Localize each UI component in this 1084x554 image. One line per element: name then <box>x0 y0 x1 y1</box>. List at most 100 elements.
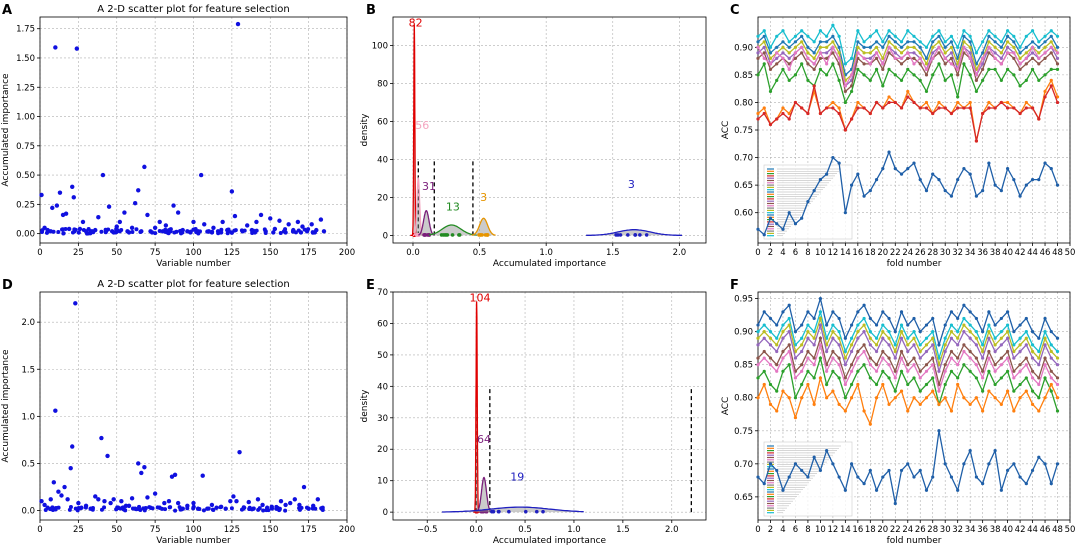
series-marker <box>981 67 985 71</box>
series-marker <box>906 56 910 60</box>
series-marker <box>924 106 929 110</box>
series-marker <box>1037 376 1041 380</box>
series-marker <box>999 45 1003 49</box>
data-point <box>62 484 67 490</box>
data-point <box>72 227 77 232</box>
series-marker <box>812 330 816 334</box>
series-marker <box>874 343 879 347</box>
series-marker <box>993 336 997 340</box>
data-point <box>105 453 110 459</box>
series-marker <box>1037 409 1041 413</box>
series-marker <box>1018 56 1022 60</box>
data-point <box>157 229 162 234</box>
series-marker <box>1043 336 1047 340</box>
x-tick-label: 36 <box>977 248 988 258</box>
cluster-point <box>478 233 483 237</box>
series-marker <box>868 316 872 321</box>
series-marker <box>781 227 785 231</box>
series-marker <box>893 100 897 105</box>
series-marker <box>825 34 829 38</box>
series-marker <box>793 415 798 420</box>
data-point <box>50 505 55 510</box>
series-marker <box>899 389 904 393</box>
series-marker <box>899 40 904 44</box>
series-marker <box>981 409 985 413</box>
data-point <box>83 229 89 234</box>
series-marker <box>968 100 972 105</box>
series-marker <box>956 356 960 360</box>
series-marker <box>981 376 985 380</box>
data-point <box>71 195 76 200</box>
data-point <box>209 502 215 508</box>
data-point <box>202 222 207 227</box>
series-marker <box>993 56 997 60</box>
series-marker <box>1018 323 1022 327</box>
data-point <box>229 189 235 194</box>
series-marker <box>962 396 966 400</box>
series-marker <box>906 51 910 55</box>
series-marker <box>856 356 860 360</box>
series-marker <box>1030 468 1035 473</box>
series-marker <box>906 336 910 340</box>
y-tick-label: 20 <box>377 445 388 455</box>
x-tick-label: 0 <box>37 525 42 535</box>
series-marker <box>856 45 860 49</box>
data-point <box>180 506 185 511</box>
series-marker <box>918 330 922 334</box>
series-marker <box>987 462 991 466</box>
series-marker <box>806 323 810 327</box>
y-tick-label: 100 <box>372 41 388 51</box>
series-marker <box>931 336 935 340</box>
x-tick-label: 1.0 <box>567 525 581 535</box>
x-tick-label: 2.0 <box>665 525 679 535</box>
series-marker <box>1037 455 1041 459</box>
x-axis-label: Variable number <box>156 259 231 269</box>
series-marker <box>1043 462 1047 466</box>
series-marker <box>931 172 935 176</box>
data-point <box>312 230 317 235</box>
series-marker <box>862 51 866 55</box>
density-curve <box>412 176 424 237</box>
series-marker <box>924 56 929 60</box>
series-marker <box>818 376 823 380</box>
cluster-point <box>491 509 496 514</box>
series-marker <box>787 117 791 121</box>
x-tick-label: 100 <box>185 248 201 258</box>
data-point <box>89 229 95 234</box>
data-point <box>142 164 147 170</box>
series-marker <box>837 56 841 60</box>
series-marker <box>1037 40 1041 44</box>
series-marker <box>881 349 885 354</box>
series-marker <box>812 56 816 60</box>
data-point <box>103 229 109 234</box>
series-marker <box>856 382 860 387</box>
series-marker <box>868 62 872 66</box>
series-marker <box>931 389 935 393</box>
data-point <box>119 498 124 504</box>
series-marker <box>881 336 885 340</box>
series-marker <box>831 62 835 66</box>
series-marker <box>874 369 879 373</box>
series-marker <box>987 356 991 360</box>
data-point <box>198 172 204 178</box>
y-axis-label: ACC <box>721 121 731 140</box>
series-marker <box>862 45 866 49</box>
series-marker <box>943 40 947 44</box>
series-marker <box>818 468 823 473</box>
data-point <box>174 229 179 234</box>
series-marker <box>856 349 860 354</box>
data-point <box>66 226 72 232</box>
data-point <box>142 508 147 513</box>
data-point <box>152 491 158 496</box>
series-marker <box>949 51 954 55</box>
data-point <box>300 224 305 229</box>
series-marker <box>887 34 891 38</box>
series-marker <box>800 62 804 66</box>
series-marker <box>918 349 922 354</box>
series-marker <box>818 310 823 314</box>
x-tick-label: 12 <box>827 525 838 535</box>
series-marker <box>962 29 966 33</box>
data-point <box>76 230 81 235</box>
y-tick-label: 0.75 <box>16 142 35 152</box>
data-point <box>291 227 296 233</box>
